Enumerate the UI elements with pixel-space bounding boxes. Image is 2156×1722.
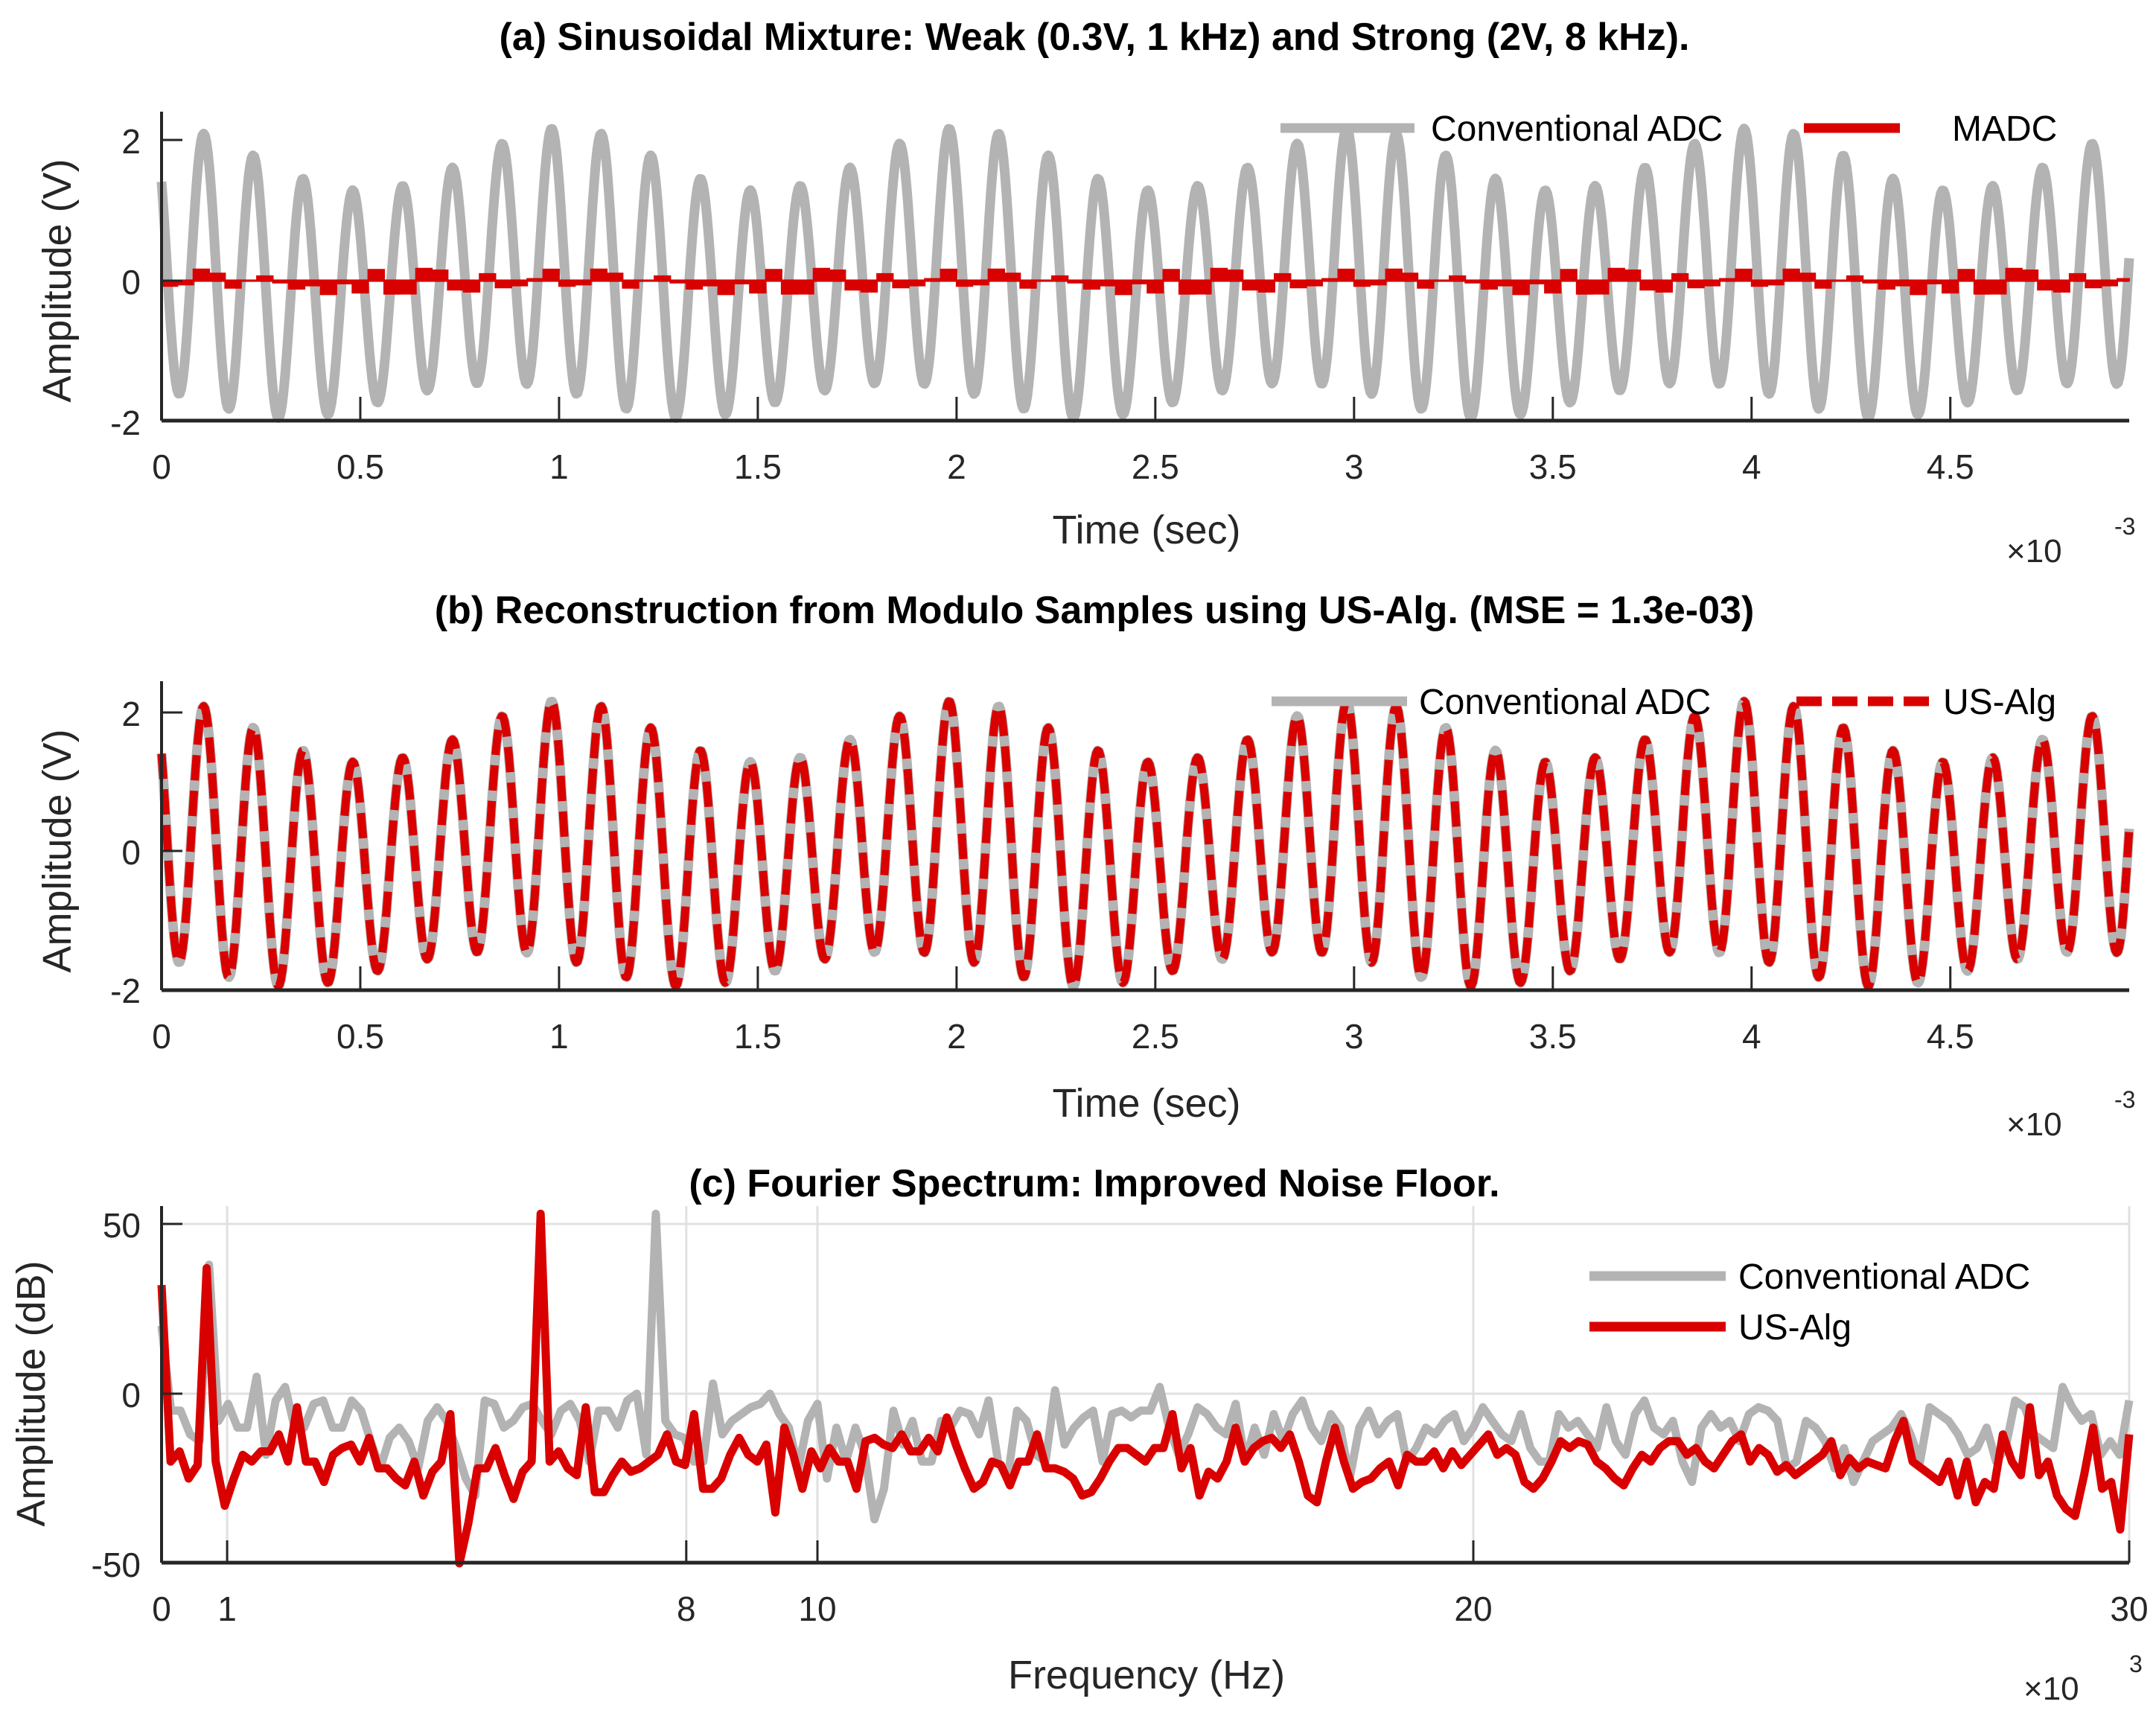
panel-c-multiplier-base: ×10 <box>2023 1671 2079 1707</box>
panel-a-xtick-label: 1.5 <box>734 447 782 486</box>
panel-c-ytick-label: -50 <box>92 1546 141 1584</box>
panel-b-x-multiplier: ×10 -3 <box>2006 1086 2135 1143</box>
panel-c-title: (c) Fourier Spectrum: Improved Noise Flo… <box>689 1162 1499 1205</box>
series-madc <box>161 267 2130 296</box>
panel-a-ytick-label: -2 <box>110 404 141 442</box>
panel-a-ytick-label: 0 <box>121 263 141 302</box>
panel-c-legend: Conventional ADC US-Alg <box>1589 1257 2030 1348</box>
panel-b-ytick-label: 2 <box>121 695 141 733</box>
panel-a-title: (a) Sinusoidal Mixture: Weak (0.3V, 1 kH… <box>500 16 1690 59</box>
panel-a-xtick-label: 0.5 <box>337 447 384 486</box>
panel-b-xtick-label: 1 <box>549 1017 569 1056</box>
panel-b-axes: 0 0.5 1 1.5 2 2.5 3 3.5 4 4.5 -2 0 2 <box>110 681 2129 1056</box>
panel-b-xtick-label: 0.5 <box>337 1017 384 1056</box>
panel-b-ytick-label: -2 <box>110 972 141 1010</box>
legend-label-conventional: Conventional ADC <box>1431 109 1723 149</box>
panel-c-ytick-label: 0 <box>121 1376 141 1415</box>
panel-c-xtick-label: 1 <box>217 1589 237 1628</box>
panel-c-ylabel: Amplitude (dB) <box>9 1260 54 1526</box>
panel-a-axes: 0 0.5 1 1.5 2 2.5 3 3.5 4 4.5 -2 0 2 <box>110 112 2129 486</box>
panel-a-xtick-label: 0 <box>152 447 171 486</box>
series-us-alg <box>157 1209 2134 1568</box>
panel-c-xtick-label: 30 <box>2110 1589 2148 1628</box>
panel-a-ytick-label: 2 <box>121 122 141 161</box>
panel-b-xtick-label: 4 <box>1742 1017 1761 1056</box>
panel-b-title: (b) Reconstruction from Modulo Samples u… <box>435 589 1755 632</box>
panel-b-xtick-label: 2 <box>947 1017 966 1056</box>
series-conventional-adc <box>157 1209 2134 1524</box>
panel-c-xtick-label: 0 <box>152 1589 171 1628</box>
panel-b-xtick-label: 2.5 <box>1132 1017 1179 1056</box>
panel-a: (a) Sinusoidal Mixture: Weak (0.3V, 1 kH… <box>35 16 2135 570</box>
panel-b-xtick-label: 1.5 <box>734 1017 782 1056</box>
panel-b-xtick-label: 3 <box>1345 1017 1364 1056</box>
legend-label-conventional: Conventional ADC <box>1738 1257 2030 1297</box>
panel-b-ytick-label: 0 <box>121 833 141 872</box>
panel-a-ylabel: Amplitude (V) <box>35 159 80 402</box>
panel-c-ytick-label: 50 <box>103 1206 141 1245</box>
panel-c-xtick-label: 10 <box>798 1589 836 1628</box>
panel-c: (c) Fourier Spectrum: Improved Noise Flo… <box>9 1162 2149 1707</box>
panel-a-multiplier-exp: -3 <box>2114 513 2135 540</box>
series-us-alg <box>157 697 2134 991</box>
panel-a-xtick-label: 2.5 <box>1132 447 1179 486</box>
panel-c-plot-area <box>157 1209 2134 1568</box>
panel-b-plot-area <box>156 696 2134 992</box>
panel-a-x-multiplier: ×10 -3 <box>2006 513 2135 570</box>
panel-b-xtick-label: 3.5 <box>1529 1017 1577 1056</box>
panel-b: (b) Reconstruction from Modulo Samples u… <box>35 589 2135 1143</box>
panel-b-xlabel: Time (sec) <box>1053 1081 1241 1126</box>
panel-c-xtick-label: 20 <box>1454 1589 1492 1628</box>
panel-c-multiplier-exp: 3 <box>2129 1651 2143 1677</box>
panel-b-multiplier-base: ×10 <box>2006 1106 2062 1143</box>
panel-a-xtick-label: 3 <box>1345 447 1364 486</box>
panel-b-legend: Conventional ADC US-Alg <box>1272 683 2056 722</box>
panel-a-xlabel: Time (sec) <box>1053 508 1241 552</box>
panel-b-ylabel: Amplitude (V) <box>35 729 80 972</box>
panel-a-xtick-label: 1 <box>549 447 569 486</box>
panel-c-grid <box>160 1206 2131 1565</box>
panel-a-xtick-label: 4.5 <box>1927 447 1974 486</box>
panel-b-xtick-label: 4.5 <box>1927 1017 1974 1056</box>
legend-label-madc: MADC <box>1952 109 2057 149</box>
panel-a-legend: Conventional ADC MADC <box>1280 109 2057 149</box>
panel-c-x-multiplier: ×10 3 <box>2023 1651 2143 1707</box>
panel-c-xlabel: Frequency (Hz) <box>1008 1653 1285 1697</box>
panel-b-multiplier-exp: -3 <box>2114 1086 2135 1113</box>
legend-label-conventional: Conventional ADC <box>1419 683 1711 722</box>
panel-a-multiplier-base: ×10 <box>2006 533 2062 570</box>
panel-c-xtick-label: 8 <box>677 1589 696 1628</box>
panel-c-axes: 0 1 8 10 20 30 -50 0 50 <box>92 1206 2149 1628</box>
panel-a-xtick-label: 3.5 <box>1529 447 1577 486</box>
panel-b-xtick-label: 0 <box>152 1017 171 1056</box>
panel-a-plot-area <box>156 124 2134 424</box>
legend-label-us-alg: US-Alg <box>1943 683 2056 722</box>
panel-a-xtick-label: 4 <box>1742 447 1761 486</box>
series-conventional-adc <box>156 124 2134 424</box>
legend-label-us-alg: US-Alg <box>1738 1308 1852 1348</box>
panel-a-xtick-label: 2 <box>947 447 966 486</box>
